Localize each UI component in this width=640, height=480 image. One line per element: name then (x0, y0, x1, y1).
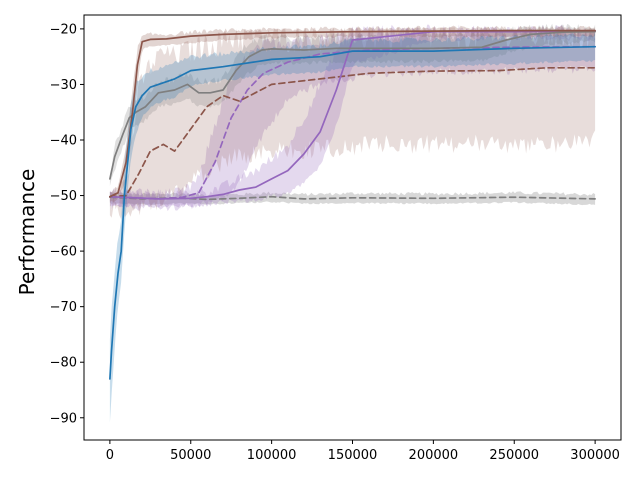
y-axis: −90 −80 −70 −60 −50 −40 −30 −20 (50, 22, 84, 426)
x-tick-label: 300000 (570, 448, 620, 463)
series-3-band (109, 24, 596, 209)
y-tick-label: −70 (50, 300, 77, 315)
x-tick-label: 50000 (170, 448, 211, 463)
y-tick-label: −50 (50, 189, 77, 204)
series-lines (109, 29, 596, 380)
series-1-band (109, 27, 596, 212)
x-axis: 0 50000 100000 150000 200000 250000 300000 (106, 440, 620, 463)
y-tick-label: −80 (50, 356, 77, 371)
y-axis-label: Performance (15, 169, 39, 296)
x-tick-label: 150000 (328, 448, 378, 463)
x-tick-label: 100000 (247, 448, 297, 463)
x-tick-label: 250000 (489, 448, 539, 463)
confidence-bands (109, 23, 596, 423)
x-tick-label: 0 (106, 448, 114, 463)
series-5-band (109, 25, 596, 202)
series-6-line (109, 45, 596, 380)
y-tick-label: −90 (50, 411, 77, 426)
y-tick-label: −40 (50, 134, 77, 149)
y-tick-label: −60 (50, 245, 77, 260)
x-tick-label: 200000 (409, 448, 459, 463)
y-tick-label: −30 (50, 78, 77, 93)
series-4-line (109, 30, 596, 180)
series-2-line (109, 66, 596, 198)
y-tick-label: −20 (50, 22, 77, 37)
series-4-band (109, 23, 596, 186)
series-5-line (109, 29, 596, 198)
series-2-band (109, 26, 596, 220)
series-3-line (109, 30, 596, 200)
series-6-band (109, 32, 596, 423)
